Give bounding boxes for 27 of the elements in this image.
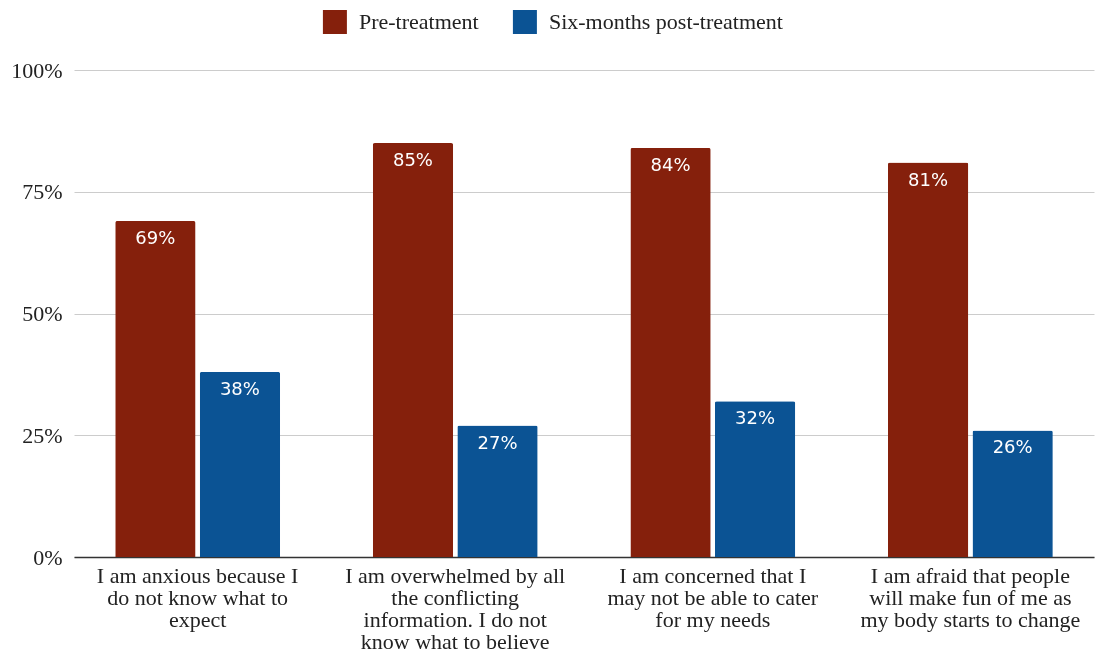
legend-label: Pre-treatment <box>358 9 479 34</box>
x-tick-label: I am concerned that I may not be able to cater for my needs <box>607 562 819 632</box>
data-label: 38% <box>219 377 260 399</box>
data-label: 81% <box>908 168 949 190</box>
data-label: 26% <box>992 436 1033 458</box>
data-label: 32% <box>735 407 776 429</box>
bar <box>630 147 711 557</box>
bar <box>714 401 796 557</box>
x-tick-label: I am anxious because I do not know what to expect <box>96 562 299 632</box>
data-label: 84% <box>650 153 691 175</box>
bar <box>887 162 969 557</box>
legend-label: Six-months post-treatment <box>548 9 783 34</box>
x-tick-label: I am overwhelmed by all the conflicting information. I do not know what to believe <box>345 562 566 654</box>
y-tick-label: 75% <box>22 179 63 205</box>
y-tick-label: 50% <box>22 301 63 326</box>
bar <box>457 425 538 557</box>
bar <box>372 143 454 557</box>
data-label: 69% <box>135 226 176 248</box>
bar <box>115 220 196 557</box>
data-label: 27% <box>477 431 518 453</box>
bar <box>199 371 281 557</box>
bar <box>972 430 1053 557</box>
x-tick-label: I am afraid that people will make fun of me as my body starts to change <box>860 562 1081 632</box>
y-tick-label: 25% <box>22 422 63 448</box>
y-tick-label: 100% <box>11 57 63 83</box>
y-tick-label: 0% <box>33 544 63 570</box>
data-label: 85% <box>392 149 433 171</box>
